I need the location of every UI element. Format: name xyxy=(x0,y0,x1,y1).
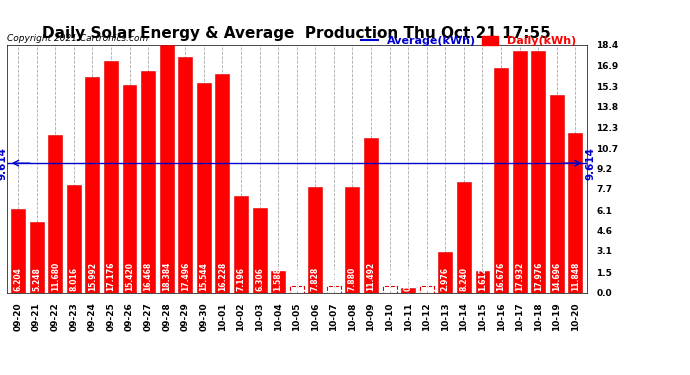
Text: 14.696: 14.696 xyxy=(552,262,561,291)
Text: 9.614: 9.614 xyxy=(586,147,595,180)
Text: 18.384: 18.384 xyxy=(162,262,171,291)
Bar xyxy=(531,51,545,292)
Bar xyxy=(215,74,229,292)
Bar xyxy=(457,182,471,292)
Text: 5.248: 5.248 xyxy=(32,267,41,291)
Text: 16.676: 16.676 xyxy=(497,262,506,291)
Text: 16.228: 16.228 xyxy=(218,262,227,291)
Text: 17.496: 17.496 xyxy=(181,262,190,291)
Text: 1.612: 1.612 xyxy=(478,267,487,291)
Bar xyxy=(178,57,193,292)
Bar xyxy=(346,186,359,292)
Text: 0.000: 0.000 xyxy=(292,267,302,291)
Bar xyxy=(86,77,99,292)
Bar xyxy=(159,45,174,292)
Text: 7.196: 7.196 xyxy=(237,267,246,291)
Bar xyxy=(67,184,81,292)
Text: 1.588: 1.588 xyxy=(274,267,283,291)
Text: Daily Solar Energy & Average  Production Thu Oct 21 17:55: Daily Solar Energy & Average Production … xyxy=(42,26,551,41)
Bar xyxy=(290,286,304,292)
Text: 7.880: 7.880 xyxy=(348,267,357,291)
Text: 15.544: 15.544 xyxy=(199,262,208,291)
Text: 17.176: 17.176 xyxy=(106,262,115,291)
Bar xyxy=(401,288,415,292)
Text: 0.368: 0.368 xyxy=(404,267,413,291)
Text: 15.992: 15.992 xyxy=(88,262,97,291)
Bar xyxy=(513,51,526,292)
Bar xyxy=(253,208,266,292)
Text: 6.306: 6.306 xyxy=(255,267,264,291)
Text: Copyright 2021 Cartronics.com: Copyright 2021 Cartronics.com xyxy=(7,34,148,43)
Text: 7.828: 7.828 xyxy=(310,267,319,291)
Bar xyxy=(308,187,322,292)
Text: 0.000: 0.000 xyxy=(385,267,394,291)
Bar xyxy=(234,196,248,292)
Text: 0.000: 0.000 xyxy=(422,267,431,291)
Text: 11.848: 11.848 xyxy=(571,262,580,291)
Text: 8.240: 8.240 xyxy=(460,267,469,291)
Text: 15.420: 15.420 xyxy=(125,262,134,291)
Bar xyxy=(494,68,508,292)
Legend: Average(kWh), Daily(kWh): Average(kWh), Daily(kWh) xyxy=(357,32,581,51)
Text: 6.204: 6.204 xyxy=(14,267,23,291)
Bar xyxy=(327,286,341,292)
Bar xyxy=(123,85,137,292)
Text: 8.016: 8.016 xyxy=(69,267,78,291)
Bar xyxy=(550,95,564,292)
Text: 17.932: 17.932 xyxy=(515,262,524,291)
Bar xyxy=(569,133,582,292)
Bar xyxy=(438,252,452,292)
Text: 9.614: 9.614 xyxy=(0,147,8,180)
Bar xyxy=(383,286,397,292)
Text: 0.000: 0.000 xyxy=(329,267,338,291)
Text: 17.976: 17.976 xyxy=(533,262,543,291)
Text: 11.680: 11.680 xyxy=(50,262,60,291)
Bar xyxy=(48,135,62,292)
Bar xyxy=(30,222,43,292)
Text: 2.976: 2.976 xyxy=(441,267,450,291)
Bar xyxy=(271,271,285,292)
Bar xyxy=(197,83,210,292)
Bar xyxy=(11,209,25,292)
Bar xyxy=(141,71,155,292)
Bar xyxy=(475,271,489,292)
Bar xyxy=(364,138,378,292)
Bar xyxy=(420,286,434,292)
Bar xyxy=(104,62,118,292)
Text: 16.468: 16.468 xyxy=(144,262,152,291)
Text: 11.492: 11.492 xyxy=(366,262,375,291)
